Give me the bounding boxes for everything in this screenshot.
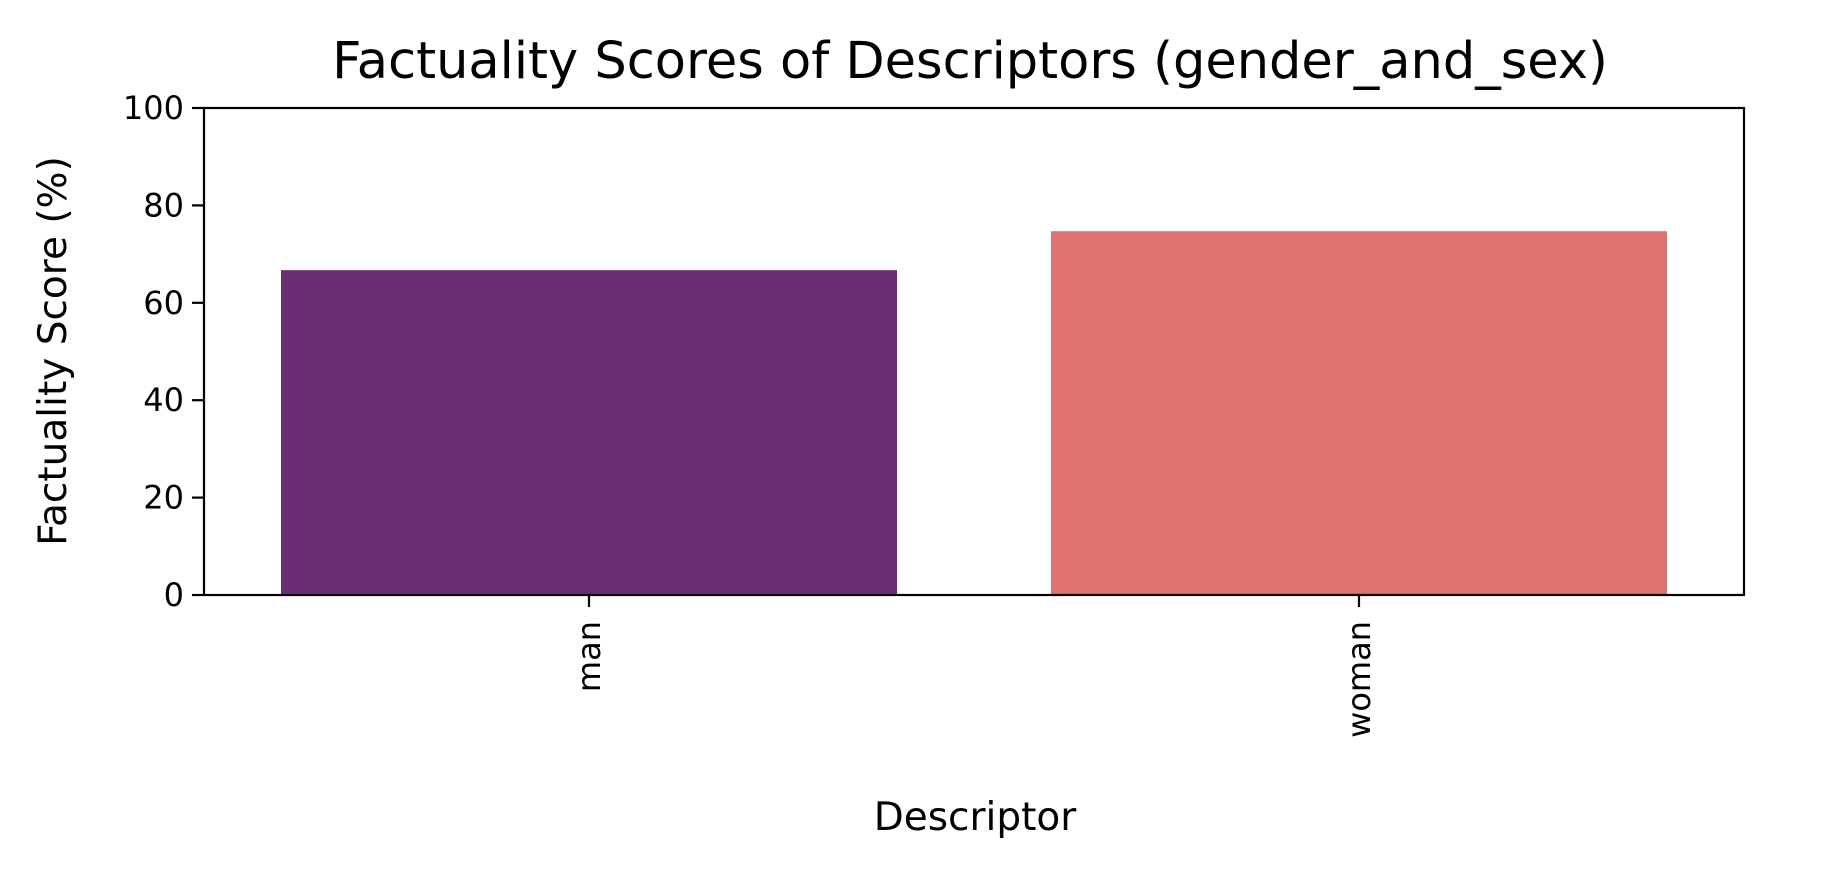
x-axis-label: Descriptor bbox=[874, 795, 1078, 840]
plot-frame bbox=[202, 106, 1746, 597]
bars-group bbox=[281, 231, 1667, 595]
y-tick-label: 40 bbox=[143, 381, 184, 419]
chart-title: Factuality Scores of Descriptors (gender… bbox=[332, 32, 1608, 91]
y-tick-label: 80 bbox=[143, 186, 184, 224]
y-tick-label: 60 bbox=[143, 284, 184, 322]
y-axis-label: Factuality Score (%) bbox=[31, 156, 76, 546]
y-tick-label: 100 bbox=[123, 89, 184, 127]
bar-woman bbox=[1051, 231, 1667, 595]
y-tick-label: 0 bbox=[164, 576, 184, 614]
y-tick-label: 20 bbox=[143, 479, 184, 517]
x-axis-ticks: man woman bbox=[570, 595, 1378, 738]
x-tick-label: man bbox=[570, 621, 608, 692]
x-tick-label: woman bbox=[1340, 621, 1378, 738]
bar-man bbox=[281, 270, 897, 595]
y-axis-ticks: 0 20 40 60 80 100 bbox=[123, 89, 204, 614]
